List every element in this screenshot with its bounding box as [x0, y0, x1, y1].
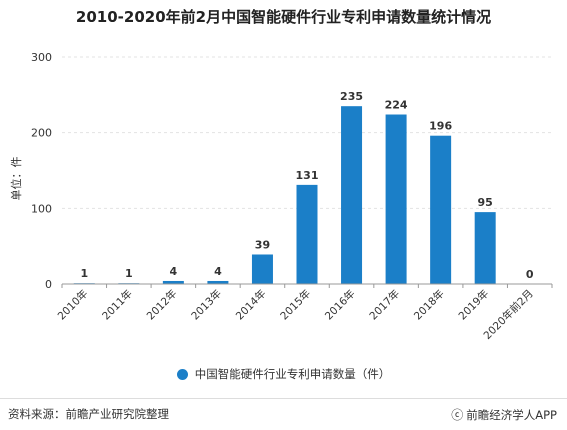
- copyright-circle-icon: ⓒ: [451, 408, 464, 422]
- bar: [207, 280, 229, 284]
- x-tick-label: 2017年: [367, 287, 403, 323]
- gridlines: [62, 56, 552, 209]
- bar: [385, 114, 407, 284]
- x-tick-label: 2014年: [233, 287, 269, 323]
- data-label: 1: [125, 267, 133, 280]
- x-tick-label: 2018年: [411, 287, 447, 323]
- y-tick-label: 100: [31, 202, 52, 215]
- data-label: 4: [214, 265, 222, 278]
- data-label: 1: [80, 267, 88, 280]
- data-labels: 1 1 4 4 39 131 235 224 196 95 0: [80, 90, 533, 281]
- data-label: 131: [296, 169, 319, 182]
- y-tick-label: 0: [45, 278, 52, 291]
- data-label: 4: [170, 265, 178, 278]
- footer: 资料来源：前瞻产业研究院整理 ⓒ 前瞻经济学人APP: [0, 398, 567, 430]
- y-axis-ticks: 0 100 200 300: [31, 51, 52, 291]
- x-tick-label: 2015年: [278, 287, 314, 323]
- data-label: 196: [429, 120, 452, 133]
- bar: [430, 135, 452, 284]
- bars: [73, 106, 496, 284]
- brand-credit: ⓒ 前瞻经济学人APP: [451, 406, 557, 423]
- data-label: 95: [478, 196, 493, 209]
- y-tick-label: 300: [31, 51, 52, 64]
- data-label: 224: [385, 99, 408, 112]
- x-axis-ticks: 2010年 2011年 2012年 2013年 2014年 2015年 2016年 2017年…: [55, 284, 553, 342]
- data-label: 0: [526, 268, 534, 281]
- x-tick-label: 2012年: [144, 287, 180, 323]
- y-axis-label: 单位：件: [9, 157, 23, 201]
- bar: [296, 184, 318, 284]
- x-tick-label: 2010年: [55, 287, 91, 323]
- chart-title: 2010-2020年前2月中国智能硬件行业专利申请数量统计情况: [75, 8, 492, 26]
- legend-marker: [176, 368, 188, 380]
- data-label: 235: [340, 90, 363, 103]
- data-label: 39: [255, 238, 270, 251]
- y-tick-label: 200: [31, 127, 52, 140]
- bar: [162, 280, 184, 284]
- source-note: 资料来源：前瞻产业研究院整理: [8, 407, 169, 421]
- legend-label: 中国智能硬件行业专利申请数量（件）: [194, 367, 391, 381]
- x-tick-label: 2013年: [189, 287, 225, 323]
- bar: [341, 106, 363, 284]
- x-tick-label: 2011年: [99, 287, 135, 323]
- legend: 中国智能硬件行业专利申请数量（件）: [0, 366, 567, 382]
- x-tick-label: 2016年: [322, 287, 358, 323]
- x-tick-label: 2019年: [456, 287, 492, 323]
- bar: [474, 212, 496, 284]
- bar: [251, 254, 273, 284]
- brand-label: 前瞻经济学人APP: [466, 407, 557, 422]
